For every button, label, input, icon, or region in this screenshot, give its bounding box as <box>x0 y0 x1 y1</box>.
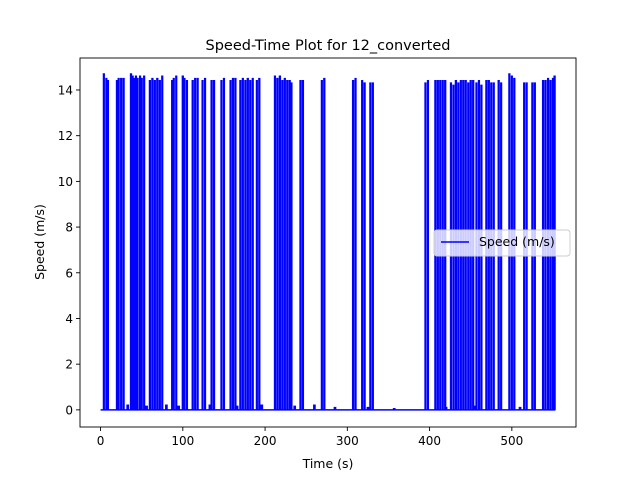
legend-box <box>433 229 571 257</box>
y-axis-label: Speed (m/s) <box>32 204 47 280</box>
x-tick-label: 100 <box>171 434 194 448</box>
x-tick-label: 300 <box>336 434 359 448</box>
axes-frame <box>79 57 577 428</box>
chart-title: Speed-Time Plot for 12_converted <box>206 38 451 54</box>
y-tick-label: 4 <box>65 312 73 326</box>
y-tick-label: 10 <box>58 175 73 189</box>
x-tick-label: 200 <box>254 434 277 448</box>
x-axis-label: Time (s) <box>302 456 354 471</box>
y-tick-label: 6 <box>65 266 73 280</box>
x-tick-label: 400 <box>418 434 441 448</box>
y-tick-label: 8 <box>65 221 73 235</box>
legend: Speed (m/s) <box>433 229 571 257</box>
plot-area: 0 100 200 300 400 500 0 2 4 6 8 10 12 14 <box>58 57 577 448</box>
y-tick-label: 12 <box>58 129 73 143</box>
legend-label-speed: Speed (m/s) <box>479 234 555 249</box>
x-tick-label: 500 <box>500 434 523 448</box>
y-tick-label: 14 <box>58 83 73 97</box>
y-tick-label: 2 <box>65 358 73 372</box>
x-tick-label: 0 <box>97 434 105 448</box>
y-tick-label: 0 <box>65 403 73 417</box>
ticks-layer: 0 100 200 300 400 500 0 2 4 6 8 10 12 14 <box>58 83 524 448</box>
